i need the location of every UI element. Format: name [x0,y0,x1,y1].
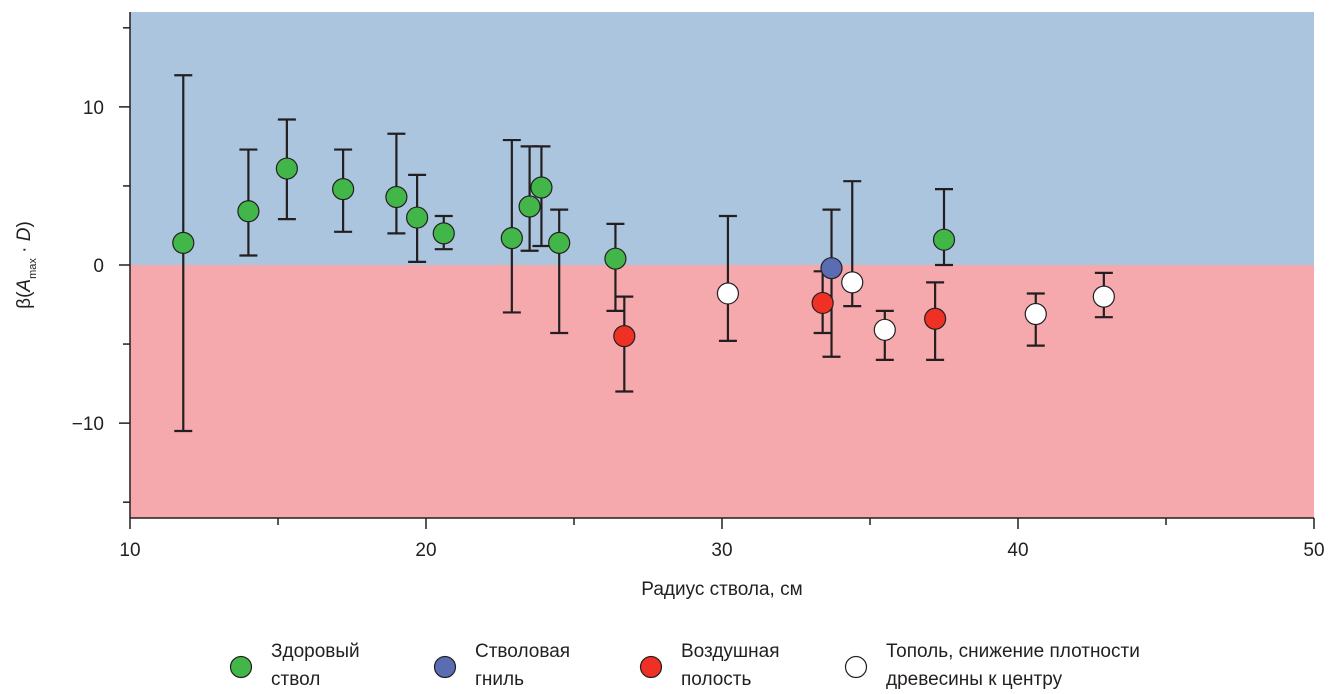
data-point-series-0 [332,178,355,201]
legend-label-2: полость [681,669,752,690]
data-point-series-0 [172,231,195,254]
legend-label-0: Здоровый [271,641,360,662]
legend-marker-2 [639,655,663,679]
legend-marker-1 [433,655,457,679]
legend-label-2: Воздушная [681,641,780,662]
data-point-series-2 [613,325,636,348]
data-point-series-0 [548,231,571,254]
data-point-series-0 [432,222,455,245]
x-axis-title: Радиус ствола, см [641,579,802,600]
legend-label-0: ствол [271,669,320,690]
legend: Здоровый ствол Стволовая гниль Воздушная поло… [229,641,1140,690]
data-point-series-2 [924,307,947,330]
data-point-series-0 [237,200,260,223]
legend-label-1: Стволовая [475,641,570,662]
y-tick-label: −10 [72,414,104,435]
data-point-series-0 [275,157,298,180]
data-point-series-3 [716,282,740,305]
y-tick-label: 0 [93,256,104,277]
data-point-series-0 [385,185,408,209]
region-positive [130,12,1314,265]
data-point-series-3 [841,271,864,294]
legend-marker-0 [229,655,253,679]
data-point-series-0 [406,206,429,229]
data-point-series-0 [500,227,523,250]
axes: 10 20 30 40 50 10 0 −10 [72,12,1325,561]
legend-marker-3 [844,655,868,679]
region-negative [130,265,1314,518]
legend-label-3: Тополь, снижение плотности [886,641,1140,662]
background-regions [130,12,1314,518]
data-point-series-0 [518,195,541,218]
data-point-series-0 [604,247,627,270]
data-point-series-3 [1092,285,1115,308]
data-point-series-2 [811,291,834,315]
y-tick-label: 10 [83,98,104,119]
data-point-series-3 [1024,302,1047,326]
x-tick-label: 40 [1007,540,1028,561]
x-tick-label: 50 [1303,540,1324,561]
y-axis-title: β(Amax · D) [14,221,39,309]
data-point-series-0 [932,228,956,251]
x-tick-label: 30 [711,540,732,561]
x-tick-label: 10 [119,540,140,561]
data-point-series-0 [530,176,553,199]
x-tick-label: 20 [415,540,436,561]
data-point-series-3 [873,318,896,341]
legend-label-3: древесины к центру [886,669,1063,690]
data-point-series-1 [820,257,843,280]
legend-label-1: гниль [475,669,524,690]
data-points [172,157,1115,348]
